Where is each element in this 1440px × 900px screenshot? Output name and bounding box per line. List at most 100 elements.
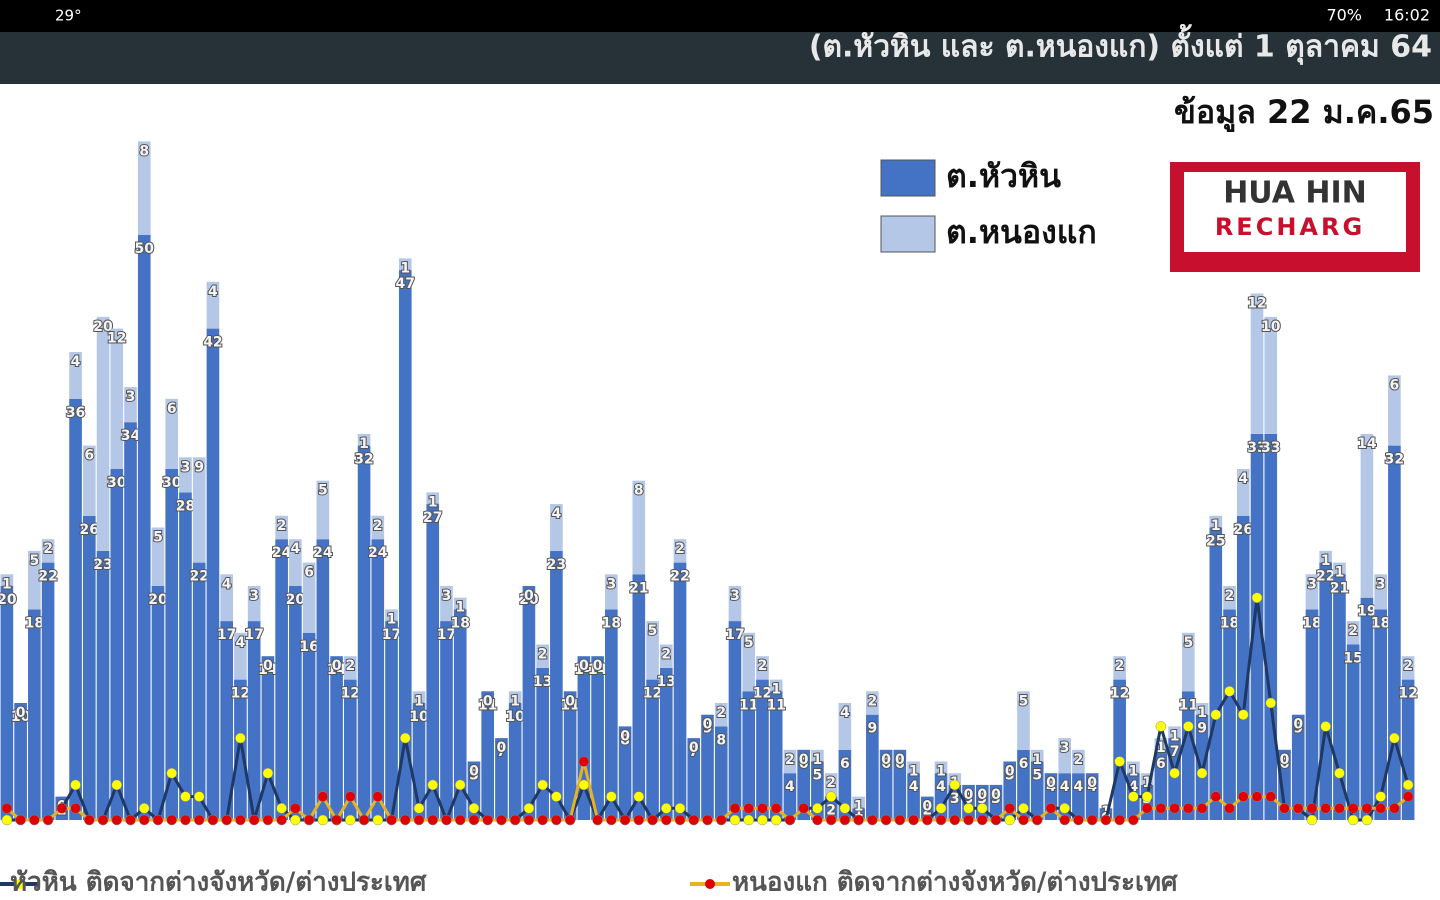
bar-segment (96, 550, 110, 820)
line-marker (1210, 709, 1222, 720)
bar-segment (934, 761, 948, 774)
line-marker (715, 814, 727, 826)
chart-title: (ต.หัวหิน และ ต.หนองแก) ตั้งแต่ 1 ตุลาคม… (809, 24, 1432, 66)
bar-segment (289, 539, 302, 586)
bar-segment (453, 609, 467, 820)
data-label: 0 (332, 658, 342, 674)
line-marker (619, 814, 631, 826)
bar-segment (838, 703, 852, 750)
data-label: 0 (895, 752, 905, 768)
bar-segment (1264, 433, 1278, 820)
bar-segment (1154, 749, 1168, 820)
line-marker (894, 814, 906, 826)
line-marker (193, 791, 205, 802)
bar-segment (1182, 632, 1195, 692)
line-marker (152, 814, 164, 826)
data-label: 20 (0, 592, 17, 608)
line-marker (317, 814, 329, 826)
bar-segment (302, 632, 316, 820)
bar-segment (192, 562, 206, 820)
bar-segment (1346, 644, 1360, 820)
data-label: 5 (744, 635, 754, 651)
bar-segment (824, 773, 838, 797)
line-marker (193, 814, 205, 826)
data-label: 50 (135, 241, 155, 257)
data-label: 3 (950, 791, 960, 807)
data-label: 1 (400, 260, 410, 276)
bar-segment (343, 679, 357, 820)
data-label: 1 (1142, 775, 1152, 791)
legend-label: ต.หนองแก (946, 213, 1097, 251)
line-marker (578, 756, 590, 767)
data-label: 3 (442, 588, 452, 604)
data-label: 34 (121, 428, 141, 444)
bar-segment (550, 550, 563, 820)
data-label: 13 (533, 674, 552, 690)
data-label: 2 (716, 705, 726, 721)
data-label: 18 (450, 615, 469, 631)
data-label: 3 (977, 791, 987, 807)
data-label: 0 (977, 787, 987, 803)
bar-segment (536, 644, 549, 668)
temperature: 29° (55, 7, 82, 25)
line-marker (551, 791, 562, 802)
bar-segment (591, 656, 604, 820)
bar-segment (412, 691, 426, 703)
data-label: 18 (1220, 615, 1239, 631)
line-marker (1128, 791, 1139, 802)
data-label: 1 (1197, 705, 1207, 721)
line-marker (1279, 803, 1290, 814)
data-label: 4 (1046, 779, 1056, 795)
data-label: 0 (703, 717, 713, 733)
bar-segment (357, 433, 371, 446)
line-marker (276, 814, 287, 826)
line-marker (125, 814, 136, 826)
bar-segment (398, 258, 412, 271)
line-marker (1183, 721, 1194, 732)
data-label: 1 (909, 764, 919, 780)
line-marker (647, 814, 658, 826)
data-label: 2 (922, 803, 932, 819)
data-label: 6 (799, 756, 809, 772)
data-label: 2 (675, 541, 685, 557)
data-label: 12 (1110, 686, 1129, 702)
bar-segment (0, 586, 14, 820)
bar-segment (165, 398, 179, 469)
data-label: 9 (1197, 721, 1207, 737)
data-label: 25 (1206, 534, 1225, 550)
data-label: 12 (341, 686, 360, 702)
data-label: 0 (881, 752, 891, 768)
data-label: 12 (1247, 296, 1266, 312)
bar-segment (1085, 773, 1099, 820)
data-label: 5 (153, 530, 163, 546)
line-marker (1059, 814, 1070, 826)
data-label: 42 (203, 335, 222, 351)
line-marker (70, 803, 81, 814)
line-marker (674, 814, 686, 826)
bar-segment (14, 703, 27, 820)
data-label: 11 (766, 697, 785, 713)
data-label: 3 (1060, 740, 1070, 756)
bar-segment (1250, 433, 1264, 820)
bar-segment (481, 691, 495, 820)
line-marker (949, 814, 961, 826)
data-label: 7 (689, 744, 699, 760)
bar-segment (728, 621, 742, 820)
bar-segment (440, 621, 453, 820)
data-label: 6 (895, 756, 905, 772)
legend-swatch (880, 215, 936, 253)
data-label: 3 (1376, 576, 1386, 592)
line-marker (1210, 791, 1222, 802)
data-label: 12 (231, 686, 250, 702)
bar-segment (371, 539, 385, 820)
data-label: 1 (387, 611, 397, 627)
line-marker (935, 814, 947, 826)
data-label: 11 (739, 697, 758, 713)
data-label: 8 (139, 143, 149, 159)
data-label: 21 (629, 580, 648, 596)
bar-segment (797, 749, 810, 820)
data-label: 23 (93, 557, 112, 573)
data-label: 0 (524, 588, 534, 604)
bar-segment (742, 632, 756, 692)
data-label: 0 (1293, 717, 1303, 733)
